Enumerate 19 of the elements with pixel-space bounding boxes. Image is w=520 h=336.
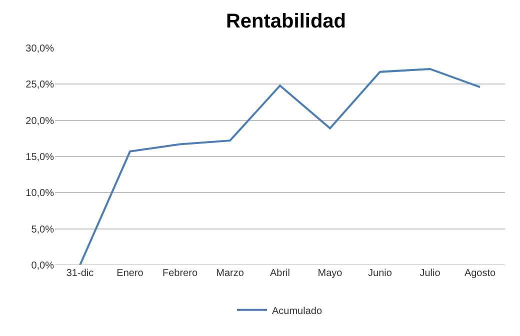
y-tick-label: 10,0% [26,188,54,200]
y-tick-label: 20,0% [26,116,54,127]
x-tick-label: Agosto [464,268,496,279]
x-tick-label: 31-dic [66,268,94,279]
y-tick-label: 30,0% [26,44,54,54]
x-tick-label: Junio [368,268,392,279]
line-series [79,68,481,265]
x-tick-label: Febrero [162,268,198,279]
y-tick-label: 0,0% [31,260,54,272]
y-tick-label: 15,0% [26,152,54,163]
x-tick-label: Mayo [318,268,343,279]
x-tick-label: Marzo [216,268,244,279]
y-tick-label: 25,0% [26,80,54,91]
legend-label: Acumulado [272,306,322,317]
chart-title: Rentabilidad [226,10,346,32]
x-tick-label: Enero [116,268,144,279]
x-tick-label: Abril [270,268,290,279]
x-tick-label: Julio [420,268,441,279]
y-tick-label: 5,0% [31,224,54,236]
